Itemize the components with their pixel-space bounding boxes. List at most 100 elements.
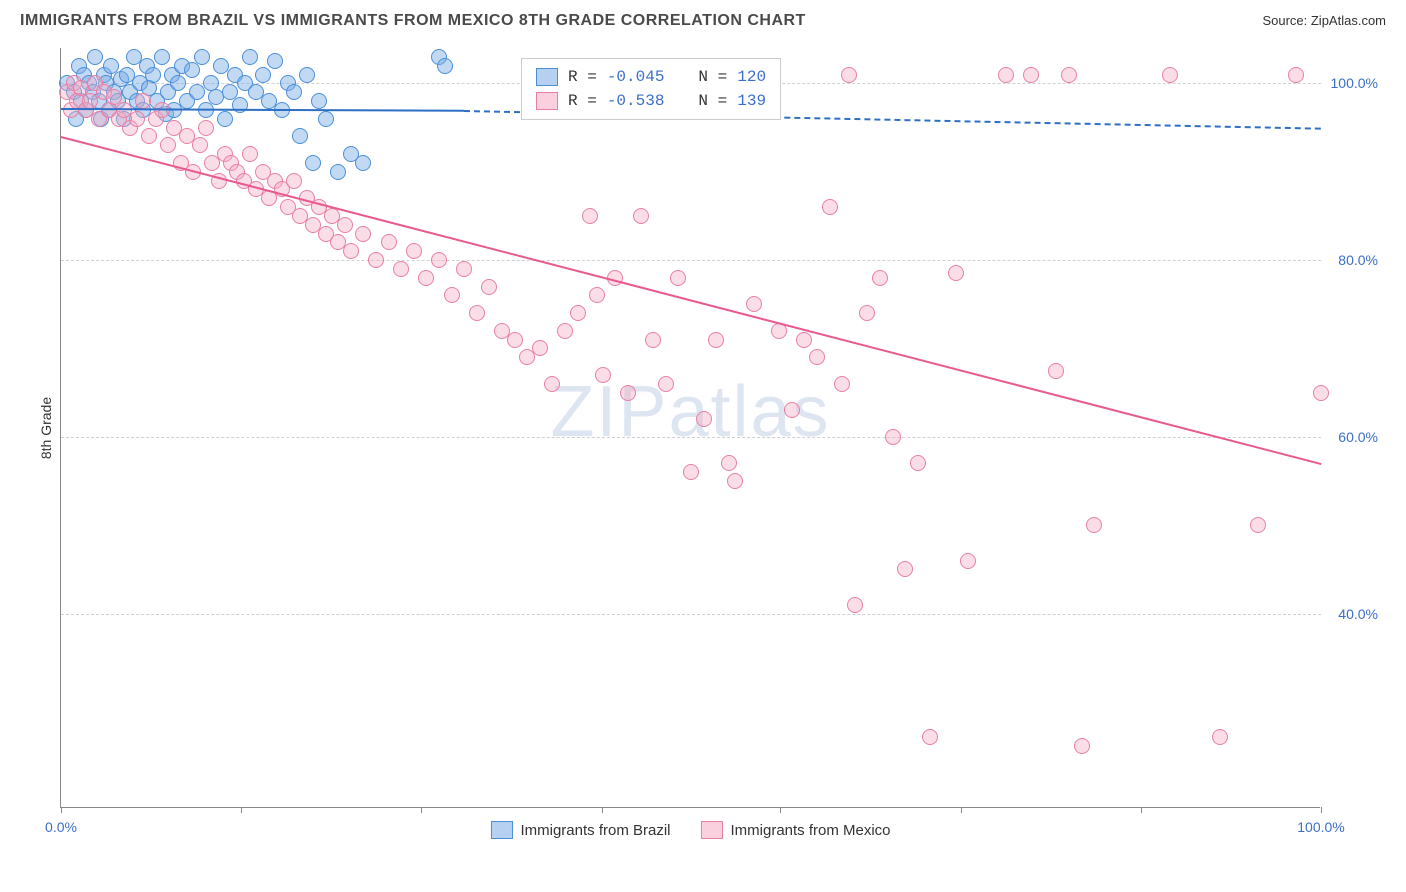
scatter-point — [431, 252, 447, 268]
x-tick — [602, 807, 603, 813]
series-legend: Immigrants from Brazil Immigrants from Me… — [490, 821, 890, 839]
scatter-point — [544, 376, 560, 392]
scatter-point — [145, 67, 161, 83]
scatter-point — [286, 84, 302, 100]
legend-swatch — [490, 821, 512, 839]
scatter-point — [670, 270, 686, 286]
x-tick — [241, 807, 242, 813]
scatter-point — [170, 75, 186, 91]
plot-area: 8th Grade ZIPatlas 40.0%60.0%80.0%100.0%… — [60, 48, 1320, 808]
scatter-point — [557, 323, 573, 339]
trend-line — [61, 136, 1322, 465]
scatter-point — [355, 155, 371, 171]
scatter-point — [1162, 67, 1178, 83]
scatter-point — [922, 729, 938, 745]
stat-r-label: R = — [568, 89, 597, 113]
scatter-point — [633, 208, 649, 224]
scatter-point — [437, 58, 453, 74]
stat-r-value: -0.538 — [607, 89, 665, 113]
x-tick — [61, 807, 62, 813]
scatter-point — [267, 53, 283, 69]
stat-r-value: -0.045 — [607, 65, 665, 89]
scatter-point — [645, 332, 661, 348]
scatter-point — [406, 243, 422, 259]
stats-legend-row: R =-0.538N =139 — [536, 89, 766, 113]
scatter-point — [217, 111, 233, 127]
stat-n-value: 120 — [737, 65, 766, 89]
y-tick-label: 60.0% — [1338, 429, 1378, 445]
scatter-point — [232, 97, 248, 113]
x-tick — [961, 807, 962, 813]
scatter-point — [620, 385, 636, 401]
scatter-point — [507, 332, 523, 348]
legend-item: Immigrants from Brazil — [490, 821, 670, 839]
scatter-point — [809, 349, 825, 365]
scatter-point — [337, 217, 353, 233]
gridline — [61, 614, 1321, 615]
scatter-point — [381, 234, 397, 250]
gridline — [61, 260, 1321, 261]
scatter-point — [318, 111, 334, 127]
scatter-point — [311, 93, 327, 109]
scatter-point — [368, 252, 384, 268]
scatter-point — [1313, 385, 1329, 401]
scatter-point — [343, 243, 359, 259]
scatter-point — [299, 67, 315, 83]
y-tick-label: 100.0% — [1331, 75, 1378, 91]
legend-item: Immigrants from Mexico — [701, 821, 891, 839]
stats-legend-row: R =-0.045N =120 — [536, 65, 766, 89]
scatter-point — [194, 49, 210, 65]
legend-label: Immigrants from Mexico — [731, 822, 891, 839]
scatter-point — [595, 367, 611, 383]
scatter-point — [330, 164, 346, 180]
scatter-point — [418, 270, 434, 286]
scatter-point — [154, 49, 170, 65]
scatter-point — [1061, 67, 1077, 83]
scatter-point — [1074, 738, 1090, 754]
x-tick-label: 0.0% — [45, 819, 77, 835]
scatter-point — [570, 305, 586, 321]
scatter-point — [683, 464, 699, 480]
legend-swatch — [701, 821, 723, 839]
scatter-point — [198, 120, 214, 136]
scatter-point — [721, 455, 737, 471]
scatter-point — [948, 265, 964, 281]
scatter-point — [532, 340, 548, 356]
scatter-point — [746, 296, 762, 312]
y-tick-label: 40.0% — [1338, 606, 1378, 622]
scatter-point — [834, 376, 850, 392]
scatter-point — [456, 261, 472, 277]
scatter-point — [286, 173, 302, 189]
scatter-point — [1288, 67, 1304, 83]
y-tick-label: 80.0% — [1338, 252, 1378, 268]
scatter-point — [1048, 363, 1064, 379]
chart-container: 8th Grade ZIPatlas 40.0%60.0%80.0%100.0%… — [60, 48, 1380, 828]
scatter-point — [582, 208, 598, 224]
scatter-point — [708, 332, 724, 348]
scatter-point — [960, 553, 976, 569]
scatter-point — [822, 199, 838, 215]
stats-legend: R =-0.045N =120R =-0.538N =139 — [521, 58, 781, 120]
x-tick-label: 100.0% — [1297, 819, 1344, 835]
x-tick — [421, 807, 422, 813]
x-tick — [1141, 807, 1142, 813]
gridline — [61, 437, 1321, 438]
header: IMMIGRANTS FROM BRAZIL VS IMMIGRANTS FRO… — [0, 0, 1406, 34]
scatter-point — [1212, 729, 1228, 745]
scatter-point — [141, 128, 157, 144]
scatter-point — [1023, 67, 1039, 83]
scatter-point — [355, 226, 371, 242]
scatter-point — [727, 473, 743, 489]
scatter-point — [859, 305, 875, 321]
stat-n-label: N = — [698, 65, 727, 89]
scatter-point — [305, 155, 321, 171]
scatter-point — [160, 137, 176, 153]
scatter-point — [1250, 517, 1266, 533]
y-axis-label: 8th Grade — [38, 396, 54, 458]
scatter-point — [135, 93, 151, 109]
scatter-point — [897, 561, 913, 577]
scatter-point — [885, 429, 901, 445]
scatter-point — [255, 67, 271, 83]
scatter-point — [847, 597, 863, 613]
legend-swatch — [536, 68, 558, 86]
